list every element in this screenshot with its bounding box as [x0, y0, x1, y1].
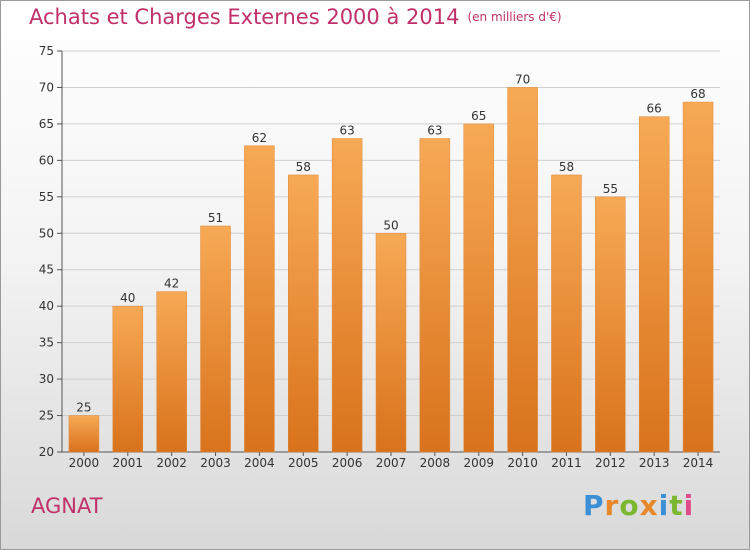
x-tick-label: 2013 [639, 456, 670, 470]
logo-letter: r [604, 489, 620, 522]
y-tick-label: 20 [39, 445, 54, 459]
y-tick-label: 75 [39, 44, 54, 58]
bar-value-label: 50 [383, 218, 398, 232]
chart-title-main: Achats et Charges Externes 2000 à 2014 [29, 5, 460, 29]
bar-2014 [682, 101, 714, 453]
bar-value-label: 68 [690, 87, 705, 101]
bar-value-label: 58 [559, 160, 574, 174]
bar-value-label: 25 [76, 401, 91, 415]
location-label: AGNAT [31, 494, 103, 518]
bar-2013 [638, 116, 670, 453]
y-tick-label: 35 [39, 336, 54, 350]
x-tick-label: 2008 [420, 456, 451, 470]
bar-value-label: 63 [427, 123, 442, 137]
bar-2010 [507, 87, 538, 453]
x-tick-label: 2006 [332, 456, 363, 470]
x-tick-label: 2014 [683, 456, 714, 470]
y-tick-label: 40 [39, 299, 54, 313]
bar-value-label: 58 [296, 160, 311, 174]
bar-2012 [595, 196, 626, 453]
x-tick-label: 2011 [551, 456, 582, 470]
y-tick-label: 70 [39, 80, 54, 94]
bar-2001 [112, 305, 144, 453]
logo-letter: i [683, 489, 695, 522]
bar-2002 [156, 291, 187, 453]
bar-2009 [463, 123, 494, 453]
proxiti-logo: Proxiti [583, 489, 694, 522]
x-tick-label: 2004 [244, 456, 275, 470]
bar-value-label: 70 [515, 72, 530, 86]
x-tick-label: 2003 [200, 456, 231, 470]
x-tick-label: 2012 [595, 456, 626, 470]
chart-title-unit: (en milliers d'€) [467, 10, 562, 24]
bar-value-label: 55 [603, 182, 618, 196]
x-tick-label: 2005 [288, 456, 319, 470]
x-tick-label: 2010 [507, 456, 538, 470]
bar-value-label: 66 [647, 102, 662, 116]
labels: 20 25 30 35 40 45 50 55 60 65 70 75 25 2000 40 2001 42 20… [39, 44, 714, 470]
y-tick-label: 65 [39, 117, 54, 131]
bar-2003 [200, 225, 231, 453]
bar-value-label: 65 [471, 109, 486, 123]
bar-2005 [288, 174, 319, 453]
y-tick-label: 30 [39, 372, 54, 386]
y-tick-label: 55 [39, 190, 54, 204]
bar-2006 [331, 138, 363, 453]
bar-value-label: 62 [252, 131, 267, 145]
bars [68, 87, 714, 453]
y-tick-label: 45 [39, 263, 54, 277]
x-tick-label: 2007 [376, 456, 407, 470]
bar-value-label: 51 [208, 211, 223, 225]
logo-letter: P [583, 489, 605, 522]
bar-2000 [68, 415, 100, 453]
bar-2008 [419, 138, 451, 453]
x-tick-label: 2002 [156, 456, 187, 470]
logo-letter: x [639, 489, 659, 522]
logo-letter: t [669, 489, 684, 522]
bar-2011 [551, 174, 582, 453]
chart-title: Achats et Charges Externes 2000 à 2014 (e… [29, 5, 562, 29]
y-tick-label: 25 [39, 409, 54, 423]
logo-letter: o [619, 489, 640, 522]
logo-letter: i [658, 489, 670, 522]
bar-value-label: 63 [339, 123, 354, 137]
bar-value-label: 42 [164, 277, 179, 291]
bar-value-label: 40 [120, 291, 135, 305]
x-tick-label: 2009 [463, 456, 494, 470]
bar-2007 [375, 233, 407, 453]
bar-2004 [244, 145, 275, 453]
x-tick-label: 2001 [113, 456, 144, 470]
y-tick-label: 60 [39, 153, 54, 167]
y-tick-label: 50 [39, 226, 54, 240]
x-tick-label: 2000 [69, 456, 100, 470]
